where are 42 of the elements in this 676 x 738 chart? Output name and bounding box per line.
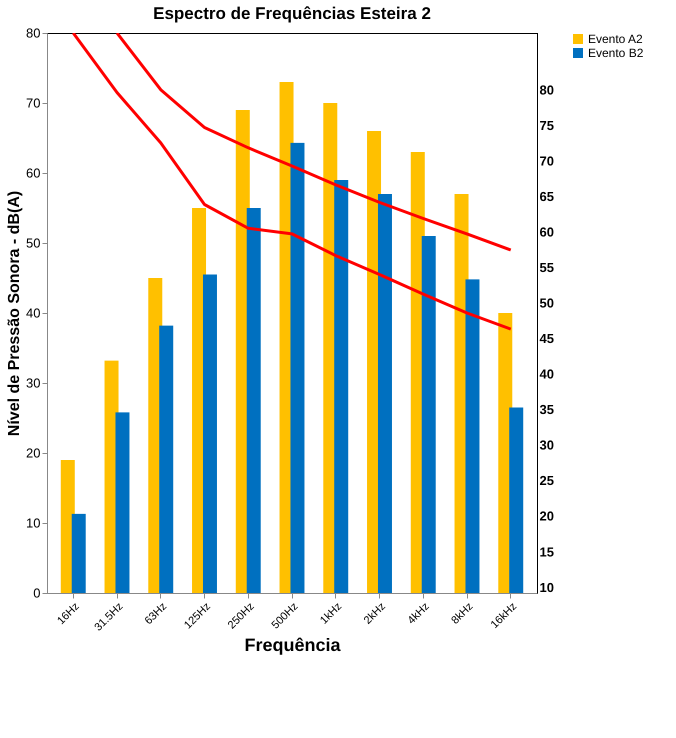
y-tick-label: 80 <box>26 26 40 40</box>
y2-tick-label: 60 <box>540 224 554 240</box>
line-series <box>72 33 512 331</box>
y2-tick-label: 45 <box>540 331 554 346</box>
legend-label: Evento B2 <box>588 46 644 60</box>
y2-tick-label: 70 <box>540 153 554 168</box>
y-axis-title: Nível de Pressão Sonora - dB(A) <box>6 190 24 436</box>
y-tick-label: 40 <box>26 306 40 320</box>
y2-tick-label: 40 <box>540 366 554 382</box>
y-tick-label: 0 <box>33 586 40 600</box>
legend-label: Evento A2 <box>588 32 644 46</box>
y2-tick-label: 75 <box>540 118 554 133</box>
bar <box>378 194 392 593</box>
bar <box>246 208 261 593</box>
y2-tick-label: 50 <box>540 296 554 311</box>
y2-tick-label: 30 <box>540 438 554 453</box>
chart-title: Espectro de Frequências Esteira 2 <box>153 4 431 23</box>
y2-tick-label: 35 <box>540 402 554 418</box>
y2-tick-label: 10 <box>540 580 554 595</box>
y-tick-label: 30 <box>26 376 40 390</box>
y-tick-label: 50 <box>26 236 40 250</box>
y2-tick-label: 15 <box>540 544 554 560</box>
bar <box>290 142 304 593</box>
y-tick-label: 60 <box>26 166 40 180</box>
x-axis-title: Frequência <box>244 634 342 655</box>
y-tick-label: 10 <box>26 516 40 530</box>
y-tick-label: 70 <box>26 96 40 110</box>
bar <box>465 279 480 593</box>
bar <box>202 274 217 593</box>
y2-tick-label: 55 <box>540 260 554 276</box>
bar <box>422 236 436 593</box>
y2-tick-label: 25 <box>540 473 554 488</box>
bar <box>115 412 130 593</box>
y2-tick-label: 20 <box>540 508 554 524</box>
bar <box>72 514 86 593</box>
y-tick-label: 20 <box>26 446 40 460</box>
y2-tick-label: 80 <box>540 82 554 98</box>
bar <box>334 180 348 593</box>
y2-tick-label: 65 <box>540 188 554 204</box>
bar <box>509 408 524 593</box>
line-series <box>116 33 512 252</box>
bar <box>159 326 174 593</box>
